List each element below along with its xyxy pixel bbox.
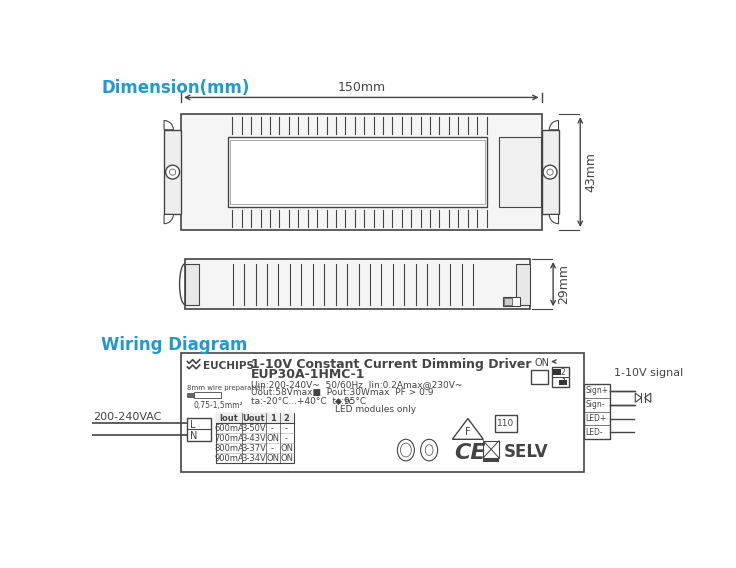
- Text: -: -: [271, 444, 274, 453]
- Text: ◆ tc: ◆ tc: [335, 397, 353, 406]
- Text: ON: ON: [266, 454, 279, 463]
- Text: 1-10V Constant Current Dimming Driver: 1-10V Constant Current Dimming Driver: [251, 358, 531, 371]
- Polygon shape: [635, 393, 642, 402]
- Text: 1-10V signal: 1-10V signal: [615, 367, 684, 378]
- Text: ta:-20°C...+40°C  tc:95°C: ta:-20°C...+40°C tc:95°C: [251, 397, 366, 406]
- Bar: [531, 370, 548, 384]
- Circle shape: [547, 169, 553, 175]
- Text: ON: ON: [534, 358, 550, 369]
- Text: 600mA: 600mA: [214, 424, 244, 433]
- Bar: [216, 413, 294, 463]
- Wedge shape: [549, 215, 559, 224]
- Bar: [185, 259, 530, 309]
- Text: Dimension(mm): Dimension(mm): [102, 79, 250, 97]
- Text: 3-37V: 3-37V: [241, 444, 266, 453]
- Bar: [503, 297, 520, 306]
- Text: 200-240VAC: 200-240VAC: [93, 412, 162, 421]
- Bar: [559, 380, 567, 386]
- Text: Uout: Uout: [243, 414, 265, 423]
- Text: 3-43V: 3-43V: [241, 433, 266, 442]
- Bar: [484, 460, 499, 462]
- Text: LED+: LED+: [586, 414, 607, 423]
- Wedge shape: [164, 120, 174, 130]
- Polygon shape: [645, 393, 651, 402]
- Bar: [516, 264, 530, 304]
- Ellipse shape: [400, 443, 411, 457]
- Text: 2: 2: [283, 414, 289, 423]
- Bar: [542, 130, 559, 215]
- Text: ON: ON: [280, 454, 293, 463]
- Text: 3-34V: 3-34V: [241, 454, 266, 463]
- Bar: [499, 137, 542, 207]
- Ellipse shape: [425, 445, 433, 456]
- Text: Sign+: Sign+: [586, 386, 609, 395]
- Text: L: L: [191, 420, 196, 430]
- Text: Wiring Diagram: Wiring Diagram: [102, 336, 248, 354]
- Circle shape: [169, 169, 176, 175]
- Bar: [188, 417, 210, 441]
- Circle shape: [166, 165, 180, 179]
- Text: 3-50V: 3-50V: [241, 424, 266, 433]
- Text: F: F: [465, 427, 471, 437]
- Bar: [164, 130, 181, 215]
- Text: Uin:200-240V~  50/60Hz  Iin:0.2Amax@230V~: Uin:200-240V~ 50/60Hz Iin:0.2Amax@230V~: [251, 380, 462, 389]
- Bar: [551, 367, 569, 387]
- Text: 1: 1: [269, 414, 275, 423]
- Bar: [484, 441, 499, 458]
- Bar: [230, 140, 485, 204]
- Bar: [584, 384, 610, 439]
- Text: N: N: [191, 431, 198, 441]
- Text: 8mm wire preparation: 8mm wire preparation: [188, 386, 265, 391]
- Text: 900mA: 900mA: [214, 454, 244, 463]
- Wedge shape: [549, 120, 559, 130]
- Ellipse shape: [420, 439, 438, 461]
- Circle shape: [543, 165, 557, 179]
- Bar: [181, 114, 542, 230]
- Text: CE: CE: [454, 443, 486, 463]
- Bar: [227, 137, 487, 207]
- Text: SELV: SELV: [503, 443, 548, 461]
- Text: 700mA: 700mA: [214, 433, 244, 442]
- Text: 1: 1: [561, 378, 565, 387]
- Text: 43mm: 43mm: [584, 152, 597, 192]
- Text: EUCHIPS: EUCHIPS: [203, 361, 254, 371]
- Text: Uout:58Vmax■  Pout:30Wmax  PF > 0.9: Uout:58Vmax■ Pout:30Wmax PF > 0.9: [251, 389, 434, 398]
- Text: 110: 110: [498, 419, 514, 428]
- Text: ON: ON: [280, 444, 293, 453]
- Text: LED modules only: LED modules only: [335, 406, 416, 415]
- Bar: [495, 415, 517, 432]
- Bar: [216, 413, 294, 423]
- Text: -: -: [285, 424, 288, 433]
- Text: ON: ON: [266, 433, 279, 442]
- Bar: [181, 353, 584, 473]
- Text: 150mm: 150mm: [337, 81, 386, 94]
- Text: LED-: LED-: [586, 428, 604, 437]
- Text: 2: 2: [561, 369, 565, 378]
- Text: Iout: Iout: [220, 414, 238, 423]
- Text: -: -: [271, 424, 274, 433]
- Bar: [504, 298, 512, 304]
- Text: -: -: [285, 433, 288, 442]
- Bar: [188, 393, 194, 397]
- Polygon shape: [453, 419, 484, 439]
- Text: EUP30A-1HMC-1: EUP30A-1HMC-1: [251, 369, 365, 382]
- Bar: [553, 369, 561, 375]
- Text: 29mm: 29mm: [557, 264, 570, 304]
- Ellipse shape: [397, 439, 414, 461]
- Bar: [185, 264, 199, 304]
- Text: 800mA: 800mA: [214, 444, 244, 453]
- Text: Sign-: Sign-: [586, 400, 605, 409]
- Bar: [194, 392, 222, 398]
- Text: 0,75-1,5mm²: 0,75-1,5mm²: [194, 401, 243, 410]
- Wedge shape: [164, 215, 174, 224]
